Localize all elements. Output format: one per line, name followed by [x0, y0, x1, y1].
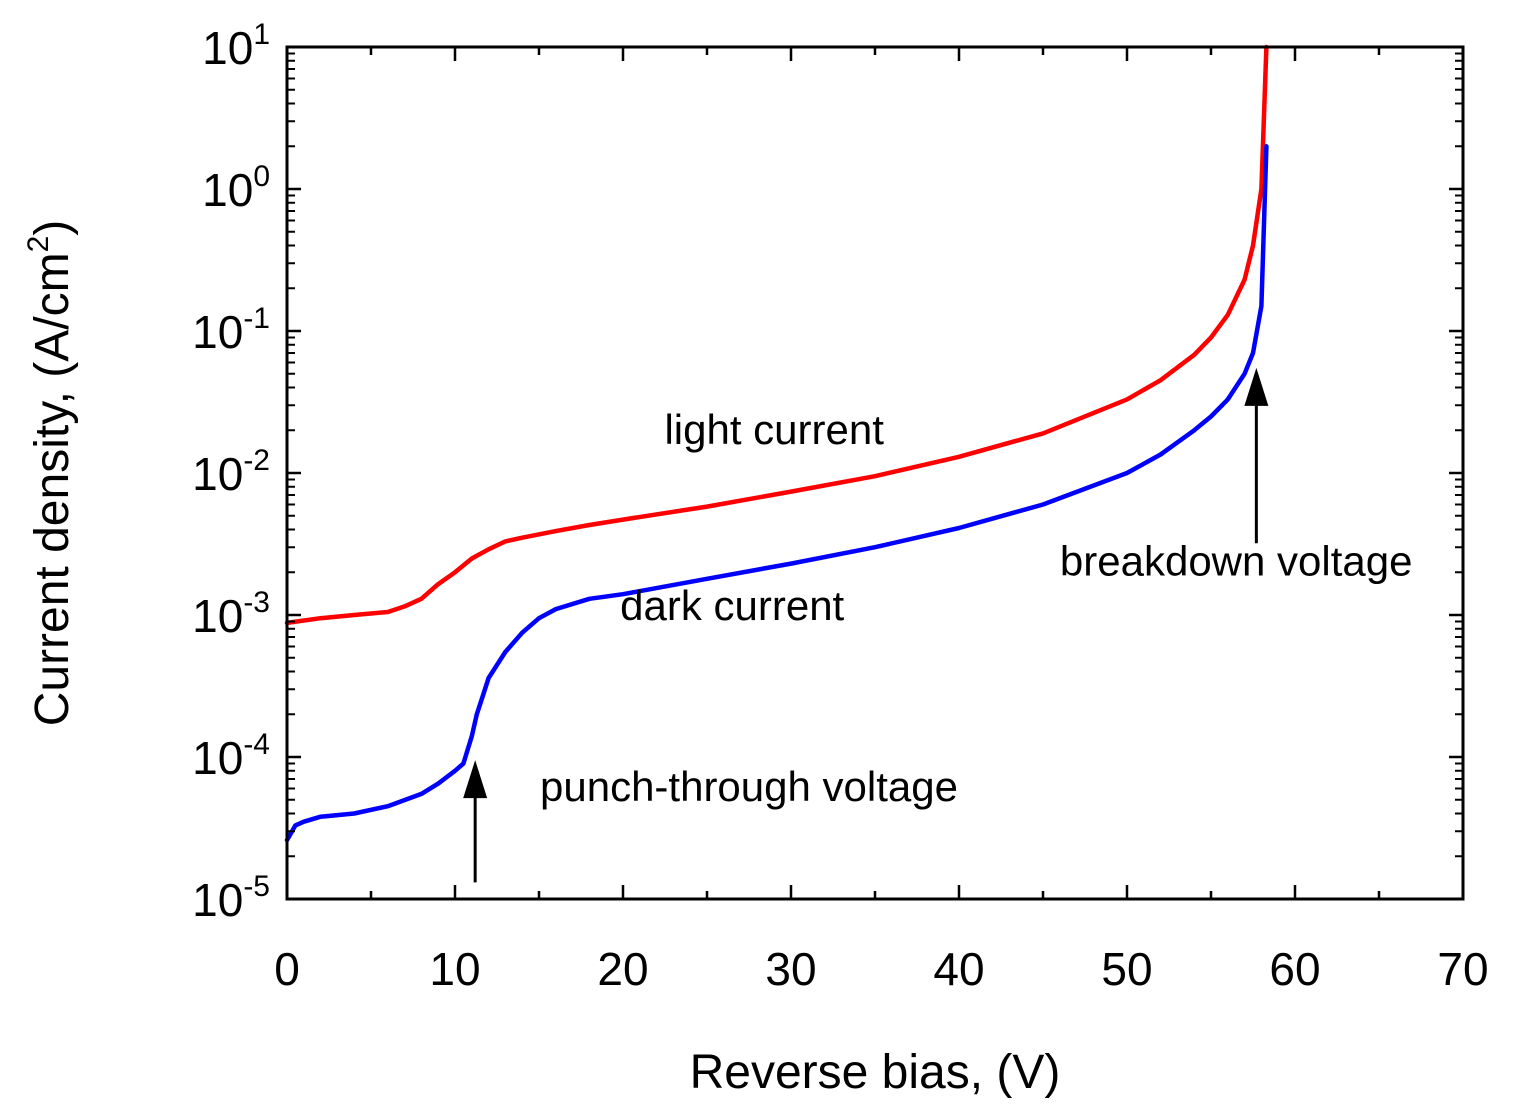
x-tick-label: 50: [1101, 943, 1152, 995]
y-tick-label: 10-4: [192, 728, 270, 784]
arrow-head: [1244, 367, 1269, 406]
x-tick-label: 10: [429, 943, 480, 995]
x-tick-label: 70: [1437, 943, 1488, 995]
annotation-label: dark current: [620, 582, 844, 629]
series-line: [284, 44, 1269, 626]
annotation-label: light current: [664, 406, 884, 453]
x-tick-label: 30: [765, 943, 816, 995]
y-axis-label: Current density, (A/cm2): [22, 220, 79, 727]
x-tick-label: 40: [933, 943, 984, 995]
y-tick-label: 10-3: [192, 586, 270, 642]
annotation-label: breakdown voltage: [1060, 537, 1413, 584]
x-tick-label: 0: [274, 943, 300, 995]
annotations: light current dark current breakdown volta…: [463, 367, 1413, 883]
y-tick-label: 10-2: [192, 444, 270, 500]
tick-labels: 0 10 20 30 40 50 60 70 10-5 10-4 10-3 10-2 10-1 100 10…: [192, 18, 1488, 995]
y-tick-label: 10-5: [192, 870, 270, 926]
series-line: [284, 144, 1269, 843]
y-axis-label-sup: 2: [22, 236, 55, 253]
plot-lines: [284, 44, 1269, 843]
x-axis-label: Reverse bias, (V): [690, 1046, 1061, 1099]
arrow-head: [463, 760, 488, 799]
x-tick-label: 60: [1269, 943, 1320, 995]
y-tick-label: 101: [202, 18, 270, 74]
y-axis-label-text: Current density, (A/cm: [26, 252, 79, 726]
y-axis-label-close: ): [26, 220, 79, 236]
x-tick-label: 20: [597, 943, 648, 995]
y-tick-label: 10-1: [192, 302, 270, 358]
annotation-label: punch-through voltage: [540, 763, 958, 810]
ticks: [285, 45, 1465, 901]
y-tick-label: 100: [202, 160, 270, 216]
